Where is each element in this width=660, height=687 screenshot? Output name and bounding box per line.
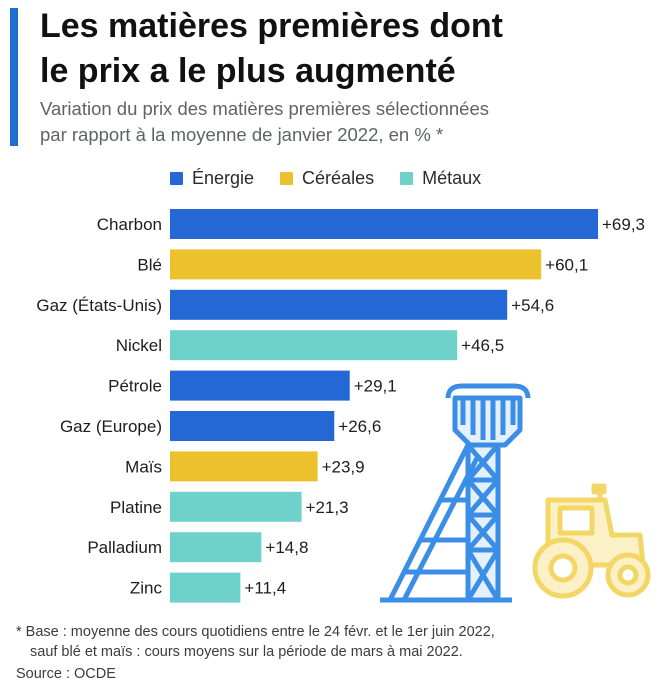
category-label-ble: Blé [137,255,162,274]
legend-item-energie: Énergie [170,168,254,189]
legend-item-metaux: Métaux [400,168,481,189]
footnote: * Base : moyenne des cours quotidiens en… [16,622,646,662]
subtitle-line-1: Variation du prix des matières premières… [40,98,490,119]
bar-mais [170,451,318,482]
legend-swatch-energie [170,171,183,185]
bar-zinc [170,572,241,603]
legend-label-cereales: Céréales [302,167,375,188]
tractor-icon [532,483,651,599]
footnote-line-1: * Base : moyenne des cours quotidiens en… [16,624,495,640]
chart-legend: Énergie Céréales Métaux [170,167,481,189]
value-label-charbon: +69,3 [602,215,645,234]
page-title: Les matières premières dont le prix a le… [40,4,650,94]
bars-group: Charbon +69,3 Blé +60,1 Gaz (États-Unis) +54,… [36,209,645,603]
legend-label-metaux: Métaux [422,167,482,188]
value-label-palladium: +14,8 [265,538,308,557]
value-label-nickel: +46,5 [461,336,504,355]
category-label-platine: Platine [110,498,162,517]
bar-gaz-europe [170,411,335,441]
title-line-1: Les matières premières dont [40,7,503,45]
value-label-petrole: +29,1 [354,377,397,396]
source-credit: Source : OCDE [16,666,116,682]
bar-nickel [170,330,458,361]
bar-petrole [170,370,350,401]
category-label-gaz-etats-unis: Gaz (États-Unis) [36,296,162,315]
legend-item-cereales: Céréales [280,168,374,189]
value-label-zinc: +11,4 [244,579,286,598]
title-accent-bar [10,8,18,146]
bar-gaz-etats-unis [170,289,508,320]
bar-charbon [170,209,598,239]
value-label-gaz-europe: +26,6 [338,417,381,436]
legend-swatch-cereales [280,171,294,185]
value-label-gaz-etats-unis: +54,6 [511,296,554,315]
value-label-mais: +23,9 [322,457,365,476]
category-label-zinc: Zinc [130,579,163,598]
category-label-charbon: Charbon [97,215,162,234]
chart-subtitle: Variation du prix des matières premières… [40,96,640,148]
category-label-petrole: Pétrole [108,377,162,396]
bar-palladium [170,532,262,563]
category-label-palladium: Palladium [87,538,162,557]
category-label-gaz-europe: Gaz (Europe) [60,417,162,436]
category-label-nickel: Nickel [116,336,162,355]
subtitle-line-2: par rapport à la moyenne de janvier 2022… [40,124,444,145]
legend-label-energie: Énergie [192,167,255,188]
bar-chart: Charbon +69,3 Blé +60,1 Gaz (États-Unis) +54,… [36,209,651,603]
mine-headframe-icon [380,383,531,603]
bar-platine [170,491,302,522]
category-label-mais: Maïs [125,457,162,476]
legend-swatch-metaux [400,171,414,185]
footnote-line-2: sauf blé et maïs : cours moyens sur la p… [30,644,463,660]
bar-ble [170,249,542,280]
title-line-2: le prix a le plus augmenté [40,52,456,90]
value-label-ble: +60,1 [545,255,588,274]
value-label-platine: +21,3 [306,498,349,517]
